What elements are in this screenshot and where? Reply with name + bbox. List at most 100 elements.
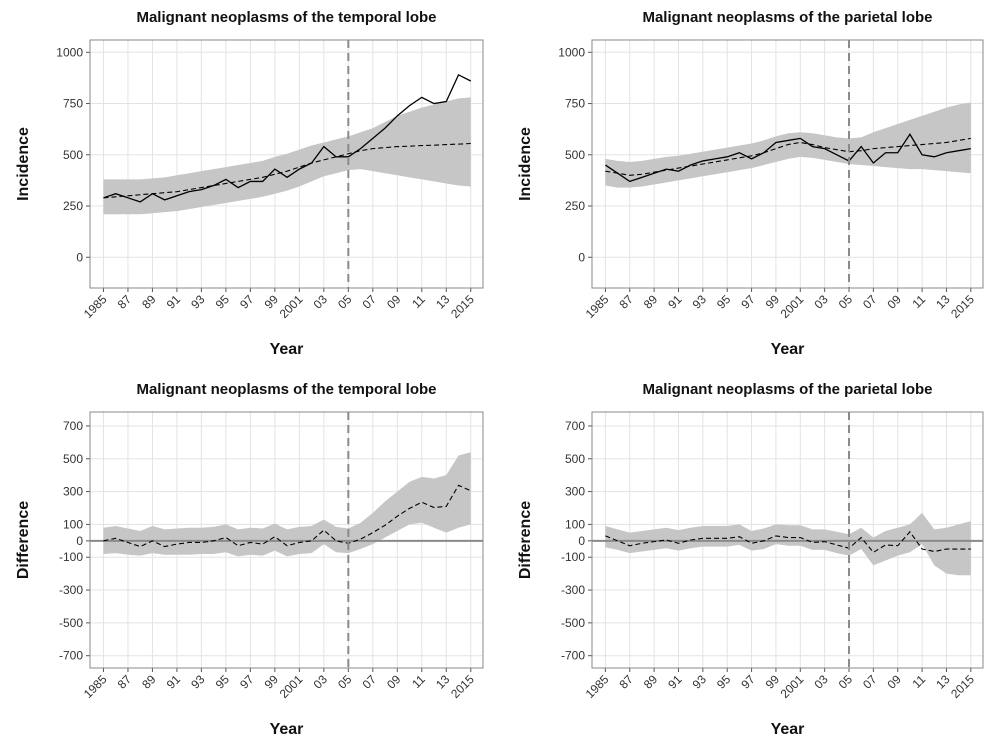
plot-border: [89, 39, 484, 289]
x-tick-label: 93: [690, 672, 710, 692]
y-tick-label: 0: [578, 250, 585, 264]
x-tick-label: 93: [188, 672, 208, 692]
x-tick-label: 2001: [778, 672, 807, 701]
x-tick-label: 05: [335, 672, 355, 692]
y-axis-title: Difference: [517, 501, 534, 579]
chart-title: Malignant neoplasms of the temporal lobe: [136, 381, 436, 398]
x-tick-label: 89: [139, 672, 159, 692]
x-tick-label: 07: [860, 672, 880, 692]
x-axis-title: Year: [270, 341, 304, 358]
x-tick-label: 1985: [81, 672, 110, 701]
y-tick-label: 500: [565, 452, 585, 466]
x-tick-label: 95: [213, 292, 233, 312]
y-tick-label: 500: [63, 148, 83, 162]
y-tick-label: 300: [565, 485, 585, 499]
y-tick-label: -300: [561, 583, 585, 597]
y-tick-label: -500: [561, 616, 585, 630]
y-tick-label: 0: [578, 534, 585, 548]
y-tick-label: 1000: [56, 45, 83, 59]
x-tick-label: 91: [665, 292, 685, 312]
x-tick-label: 97: [237, 292, 257, 312]
y-tick-label: 100: [63, 517, 83, 531]
x-tick-label: 89: [139, 292, 159, 312]
interval-band: [605, 512, 971, 576]
y-tick-label: 250: [63, 199, 83, 213]
x-tick-label: 97: [237, 672, 257, 692]
y-tick-label: 0: [76, 534, 83, 548]
x-tick-label: 91: [164, 292, 184, 312]
chart-title: Malignant neoplasms of the parietal lobe: [642, 9, 932, 26]
x-tick-label: 03: [311, 672, 331, 692]
x-tick-label: 05: [836, 292, 856, 312]
x-tick-label: 1985: [583, 672, 612, 701]
x-axis-title: Year: [270, 721, 304, 735]
x-tick-label: 91: [665, 672, 685, 692]
y-tick-label: 750: [63, 97, 83, 111]
x-tick-label: 09: [384, 672, 404, 692]
x-tick-label: 95: [213, 672, 233, 692]
x-tick-label: 97: [738, 672, 758, 692]
y-tick-label: -700: [561, 649, 585, 663]
y-tick-label: -100: [59, 550, 83, 564]
y-tick-label: 500: [565, 148, 585, 162]
chart-title: Malignant neoplasms of the temporal lobe: [136, 9, 436, 26]
x-tick-label: 87: [115, 672, 135, 692]
y-tick-label: -300: [59, 583, 83, 597]
predicted-line: [103, 142, 471, 199]
x-tick-label: 89: [641, 292, 661, 312]
x-tick-label: 2001: [277, 672, 306, 701]
y-axis-title: Incidence: [517, 127, 534, 201]
x-tick-label: 09: [885, 672, 905, 692]
plot-border: [89, 411, 484, 669]
x-tick-label: 95: [714, 292, 734, 312]
x-tick-label: 89: [641, 672, 661, 692]
observed-line: [103, 73, 472, 203]
x-tick-label: 95: [714, 672, 734, 692]
interval-band: [103, 97, 471, 215]
x-tick-label: 87: [617, 292, 637, 312]
x-axis-title: Year: [771, 721, 805, 735]
y-axis-title: Difference: [15, 501, 32, 579]
x-tick-label: 93: [188, 292, 208, 312]
x-tick-label: 07: [360, 672, 380, 692]
x-tick-label: 1985: [583, 292, 612, 321]
y-tick-label: 500: [63, 452, 83, 466]
x-tick-label: 03: [311, 292, 331, 312]
x-axis-title: Year: [771, 341, 805, 358]
y-tick-label: 0: [76, 250, 83, 264]
x-tick-label: 2015: [448, 292, 477, 321]
y-tick-label: 100: [565, 517, 585, 531]
x-tick-label: 03: [811, 672, 831, 692]
y-tick-label: 250: [565, 199, 585, 213]
x-tick-label: 11: [910, 292, 929, 311]
x-tick-label: 09: [384, 292, 404, 312]
x-tick-label: 11: [409, 292, 428, 311]
x-tick-label: 97: [738, 292, 758, 312]
x-tick-label: 91: [164, 672, 184, 692]
predicted-line: [605, 530, 971, 554]
x-tick-label: 05: [836, 672, 856, 692]
predicted-line: [605, 137, 971, 176]
chart-title: Malignant neoplasms of the parietal lobe: [642, 381, 932, 398]
x-tick-label: 07: [360, 292, 380, 312]
x-tick-label: 11: [910, 672, 929, 691]
x-tick-label: 93: [690, 292, 710, 312]
x-tick-label: 87: [115, 292, 135, 312]
x-tick-label: 2001: [277, 292, 306, 321]
interval-band: [103, 452, 471, 557]
x-tick-label: 2015: [448, 672, 477, 701]
predicted-line: [103, 484, 471, 548]
y-tick-label: 1000: [558, 45, 585, 59]
y-tick-label: 750: [565, 97, 585, 111]
y-tick-label: 700: [565, 419, 585, 433]
x-tick-label: 11: [409, 672, 428, 691]
y-tick-label: -500: [59, 616, 83, 630]
plot-border: [591, 39, 984, 289]
x-tick-label: 2001: [778, 292, 807, 321]
plot-border: [591, 411, 984, 669]
